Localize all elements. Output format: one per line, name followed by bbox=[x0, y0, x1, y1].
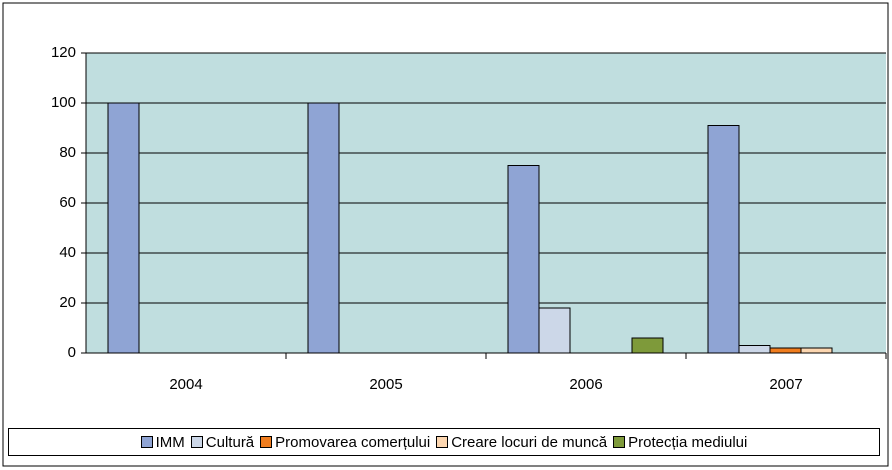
bar bbox=[507, 165, 540, 354]
bar bbox=[307, 102, 340, 354]
legend-item: Promovarea comerțului bbox=[260, 434, 430, 451]
legend-label: IMM bbox=[155, 433, 185, 451]
bar bbox=[800, 347, 833, 354]
legend-item: IMM bbox=[140, 433, 185, 451]
bar bbox=[107, 102, 140, 354]
x-tick-label: 2005 bbox=[369, 376, 402, 393]
bar bbox=[707, 125, 740, 354]
bar bbox=[738, 345, 771, 354]
legend-label: Protecția mediului bbox=[628, 433, 748, 451]
legend-swatch bbox=[260, 436, 273, 448]
legend-item: Creare locuri de muncă bbox=[436, 434, 607, 451]
y-tick-label: 120 bbox=[51, 44, 76, 61]
legend-swatch bbox=[436, 436, 449, 448]
y-tick-label: 20 bbox=[59, 294, 76, 311]
bar bbox=[769, 347, 802, 354]
legend-swatch bbox=[613, 436, 626, 448]
legend-label: Promovarea comerțului bbox=[275, 433, 431, 451]
y-tick-label: 100 bbox=[51, 94, 76, 111]
x-tick-label: 2006 bbox=[569, 376, 602, 393]
x-tick-label: 2004 bbox=[169, 376, 202, 393]
bar bbox=[538, 307, 571, 354]
legend-swatch bbox=[190, 436, 203, 448]
x-tick-label: 2007 bbox=[769, 376, 802, 393]
legend-label: Creare locuri de muncă bbox=[451, 433, 608, 451]
y-tick-label: 0 bbox=[68, 344, 76, 361]
bar bbox=[631, 337, 664, 354]
y-tick-label: 40 bbox=[59, 244, 76, 261]
legend-label: Cultură bbox=[205, 433, 255, 451]
legend-swatch bbox=[140, 436, 153, 448]
y-tick-label: 80 bbox=[59, 144, 76, 161]
legend: IMM Cultură Promovarea comerțului Creare lo… bbox=[8, 428, 880, 456]
legend-item: Protecția mediului bbox=[613, 434, 747, 451]
y-tick-label: 60 bbox=[59, 194, 76, 211]
legend-item: Cultură bbox=[190, 433, 255, 451]
